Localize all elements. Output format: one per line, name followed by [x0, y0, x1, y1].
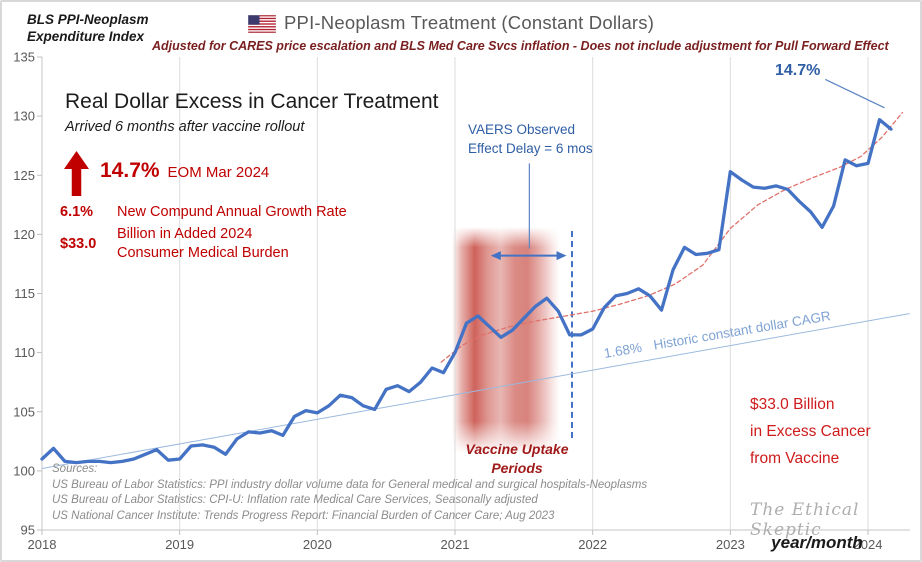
vaccine-uptake-band	[452, 227, 560, 454]
y-tick-label: 100	[13, 463, 35, 478]
vaers-delay-note: VAERS Observed Effect Delay = 6 mos	[468, 120, 593, 158]
stat-pct-change-value: 14.7%	[100, 159, 160, 182]
x-tick-label: 2024	[854, 537, 883, 552]
series-line	[440, 111, 904, 363]
y-axis-title-line2: Expenditure Index	[27, 29, 145, 44]
stat-pct-change: 14.7% EOM Mar 2024	[100, 159, 269, 183]
excess-cancer-note-line2: in Excess Cancer	[750, 423, 871, 440]
delay-arrow-head-left	[490, 251, 501, 261]
x-tick-label: 2018	[28, 537, 57, 552]
delay-arrow-head-right	[556, 251, 567, 261]
y-axis-title: BLS PPI-Neoplasm Expenditure Index	[27, 11, 149, 45]
stat-burden: $33.0 Billion in Added 2024 Consumer Med…	[60, 225, 289, 263]
vaccine-band-label-line2: Periods	[491, 460, 543, 476]
watermark: The Ethical Skeptic	[750, 500, 860, 540]
vaers-delay-note-line1: VAERS Observed	[468, 122, 576, 137]
stat-cagr: 6.1% New Compund Annual Growth Rate	[60, 204, 347, 220]
y-tick-label: 105	[13, 404, 35, 419]
page-subtitle: Adjusted for CARES price escalation and …	[152, 39, 889, 53]
stat-burden-label-line1: Billion in Added 2024	[117, 226, 253, 242]
peak-callout-value: 14.7%	[775, 62, 821, 79]
vaers-delay-note-line2: Effect Delay = 6 mos	[468, 141, 593, 156]
sources-block: Sources: US Bureau of Labor Statistics: …	[52, 462, 647, 524]
x-axis-unit-label: year/month	[771, 533, 863, 552]
stat-burden-label: Billion in Added 2024 Consumer Medical B…	[117, 225, 289, 263]
source-line: US National Cancer Institute: Trends Pro…	[52, 509, 555, 522]
stat-burden-value: $33.0	[60, 236, 97, 252]
x-tick-label: 2023	[716, 537, 745, 552]
series-line	[41, 313, 910, 469]
stat-pct-change-label: EOM Mar 2024	[167, 164, 270, 181]
source-line: US Bureau of Labor Statistics: PPI indus…	[52, 478, 648, 491]
y-tick-label: 125	[13, 168, 35, 183]
y-tick-label: 110	[14, 345, 35, 360]
page-title: PPI-Neoplasm Treatment (Constant Dollars…	[284, 12, 655, 33]
y-tick-label: 95	[21, 523, 35, 538]
series-line	[40, 118, 893, 465]
headline-subtitle: Arrived 6 months after vaccine rollout	[65, 119, 305, 135]
stat-cagr-label: New Compund Annual Growth Rate	[117, 204, 347, 220]
x-tick-label: 2019	[165, 537, 194, 552]
stat-burden-label-line2: Consumer Medical Burden	[117, 245, 289, 261]
y-tick-label: 120	[13, 227, 35, 242]
excess-cancer-note-line1: $33.0 Billion	[750, 396, 835, 413]
x-tick-label: 2022	[578, 537, 607, 552]
vaccine-band-label: Vaccine Uptake Periods	[447, 440, 587, 478]
y-tick-label: 130	[13, 109, 35, 124]
x-tick-label: 2020	[303, 537, 332, 552]
x-tick-label: 2021	[441, 537, 470, 552]
y-axis-title-line1: BLS PPI-Neoplasm	[27, 12, 149, 27]
peak-callout-line	[825, 78, 885, 109]
stat-cagr-value: 6.1%	[60, 204, 94, 220]
source-line: US Bureau of Labor Statistics: CPI-U: In…	[52, 494, 538, 506]
excess-cancer-note-line3: from Vaccine	[750, 450, 840, 467]
sources-title: Sources:	[52, 463, 98, 475]
headline-title: Real Dollar Excess in Cancer Treatment	[65, 90, 439, 113]
y-tick-label: 115	[14, 286, 35, 301]
y-tick-label: 135	[13, 50, 35, 65]
vaccine-band-label-line1: Vaccine Uptake	[465, 441, 569, 457]
us-flag-icon	[248, 15, 276, 33]
excess-cancer-note: $33.0 Billion in Excess Cancer from Vacc…	[750, 391, 871, 472]
